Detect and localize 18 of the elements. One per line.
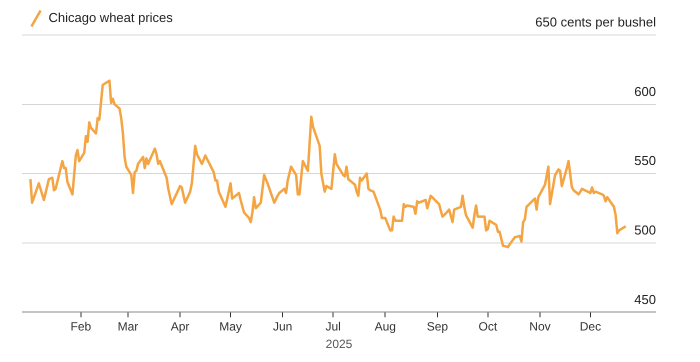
x-tick-label: May — [219, 320, 242, 334]
x-tick-label: Jun — [272, 320, 292, 334]
x-tick-label: Oct — [478, 320, 498, 334]
y-tick-label: 550 — [634, 153, 656, 168]
x-axis-title: 2025 — [326, 337, 353, 352]
x-tick-label: Mar — [118, 320, 138, 334]
y-tick-label: 650 cents per bushel — [535, 14, 656, 30]
x-tick-label: Sep — [426, 320, 448, 334]
y-tick-label: 600 — [634, 84, 656, 99]
x-tick-label: Dec — [580, 320, 602, 334]
x-tick-label: Jul — [325, 320, 341, 334]
x-tick-label: Apr — [170, 320, 190, 334]
x-tick-label: Feb — [70, 320, 92, 334]
y-tick-label: 500 — [634, 222, 656, 238]
x-tick-label: Nov — [529, 320, 551, 334]
legend-label: Chicago wheat prices — [48, 10, 174, 26]
y-tick-label: 450 — [634, 292, 656, 307]
x-tick-label: Aug — [374, 320, 396, 334]
